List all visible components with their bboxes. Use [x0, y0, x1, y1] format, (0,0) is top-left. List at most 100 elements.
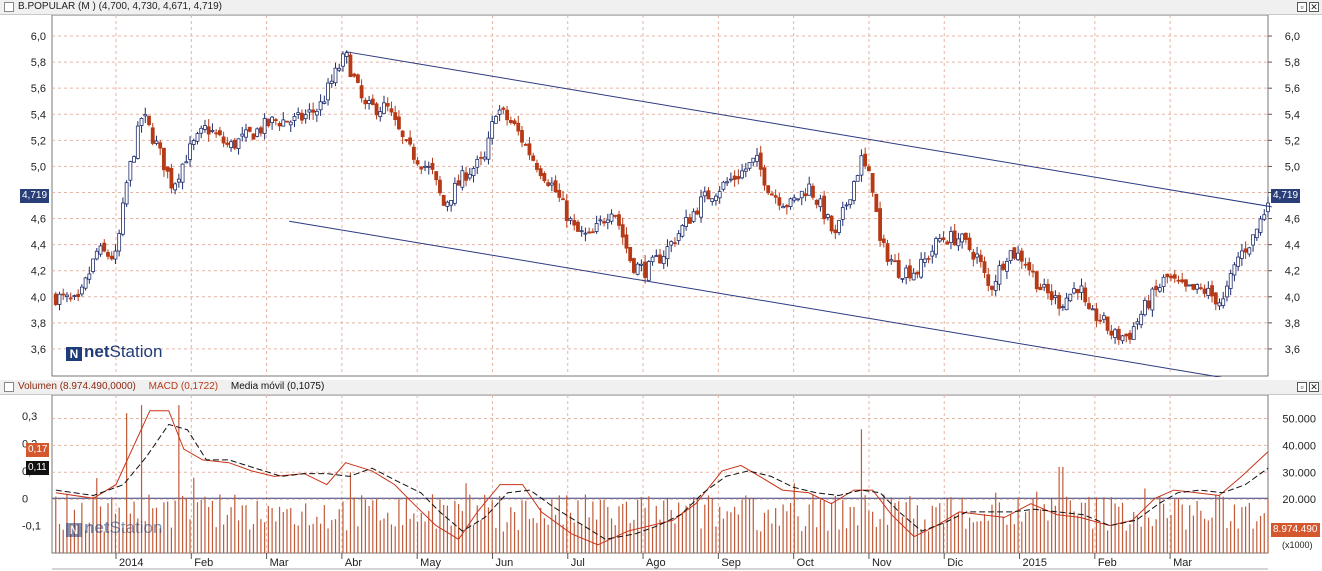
close-icon[interactable]: ✕ — [1309, 2, 1319, 12]
candle — [221, 131, 226, 148]
candle-body — [993, 281, 998, 291]
candle — [855, 174, 860, 182]
candle — [799, 190, 804, 206]
candle — [885, 239, 890, 266]
candle-body — [963, 232, 968, 240]
candle-body — [135, 125, 140, 159]
candle-body — [378, 111, 383, 118]
candle — [1131, 322, 1136, 340]
candle — [1195, 283, 1200, 294]
candle — [415, 156, 420, 166]
candle-body — [184, 161, 189, 164]
indicator-chart: -0,100,10,20,320.00030.00040.00050.00020… — [22, 395, 1316, 570]
x-tick-label: Dic — [947, 557, 963, 569]
candle — [520, 125, 524, 148]
candle — [490, 115, 495, 145]
candle — [1083, 282, 1088, 306]
candle-body — [915, 271, 920, 275]
candle — [605, 213, 610, 230]
candle — [355, 73, 360, 84]
candle — [1232, 262, 1237, 282]
candle — [721, 180, 726, 192]
x-tick-label: 2015 — [1023, 557, 1047, 569]
candle-body — [1198, 287, 1203, 290]
candle — [438, 175, 442, 196]
candle-body — [1191, 283, 1196, 290]
candle — [807, 176, 812, 196]
candle-body — [676, 233, 681, 241]
candle-body — [770, 193, 774, 196]
candle-body — [464, 172, 468, 181]
candle — [788, 197, 793, 210]
candle-body — [617, 214, 621, 226]
candle — [94, 247, 99, 261]
candle — [452, 177, 457, 206]
candle-body — [1094, 308, 1099, 321]
candle — [203, 119, 207, 133]
candle-body — [173, 183, 178, 191]
minimize-icon[interactable]: ▫ — [1297, 2, 1307, 12]
candle-body — [385, 103, 390, 107]
candle — [1038, 283, 1043, 291]
candle — [1143, 297, 1147, 317]
candle-body — [1109, 330, 1114, 336]
candle-body — [423, 165, 427, 168]
candle-body — [501, 107, 506, 110]
price-tick-left: 4,4 — [31, 240, 46, 252]
candle — [553, 175, 558, 193]
candle-body — [1068, 293, 1073, 302]
candle-body — [1210, 285, 1214, 297]
candle-body — [288, 121, 293, 126]
candle-body — [322, 101, 327, 104]
candle — [285, 120, 289, 123]
price-tick-right: 3,6 — [1285, 344, 1300, 356]
candle — [389, 101, 394, 117]
x-tick-label: Mar — [270, 557, 289, 569]
candle-body — [169, 167, 174, 189]
candle-body — [1154, 285, 1159, 291]
minimize-icon[interactable]: ▫ — [1297, 382, 1307, 392]
candle-body — [1187, 284, 1192, 287]
candle-body — [1031, 270, 1035, 273]
candle-body — [270, 116, 275, 124]
x-tick-label: Jun — [495, 557, 513, 569]
panel-menu-icon[interactable] — [4, 382, 14, 392]
candle — [262, 113, 267, 140]
candle — [736, 169, 741, 185]
candle-body — [736, 176, 741, 180]
candle — [986, 267, 991, 292]
candle-body — [180, 163, 185, 183]
candle-body — [1124, 333, 1129, 337]
x-tick-label: Nov — [872, 557, 892, 569]
candle-body — [583, 232, 588, 235]
candle-body — [971, 251, 976, 260]
candle-body — [673, 242, 677, 245]
candle-body — [725, 181, 730, 184]
close-icon[interactable]: ✕ — [1309, 382, 1319, 392]
candle-body — [210, 130, 215, 133]
price-tick-left: 5,8 — [31, 57, 46, 69]
candle-body — [911, 272, 916, 281]
candle — [624, 227, 629, 254]
indicator-panel-title: Volumen (8.974.490,0000) MACD (0,1722) M… — [18, 380, 334, 394]
macd-tick: -0,1 — [22, 521, 41, 533]
price-tick-right: 3,8 — [1285, 318, 1300, 330]
candle — [397, 110, 401, 131]
candle-body — [285, 120, 289, 123]
candle — [341, 51, 345, 72]
candle — [374, 102, 379, 120]
candle-body — [784, 205, 789, 208]
candle — [579, 225, 584, 237]
candle-body — [441, 194, 446, 206]
macd-line — [55, 410, 1269, 546]
candle — [949, 226, 953, 250]
candle — [837, 220, 841, 236]
candle — [206, 119, 211, 142]
candle-body — [1225, 285, 1229, 298]
candle — [859, 149, 864, 182]
candle-body — [587, 231, 592, 234]
candle — [1243, 241, 1248, 259]
candle-body — [490, 121, 495, 139]
candle-body — [165, 166, 170, 172]
panel-menu-icon[interactable] — [4, 2, 14, 12]
